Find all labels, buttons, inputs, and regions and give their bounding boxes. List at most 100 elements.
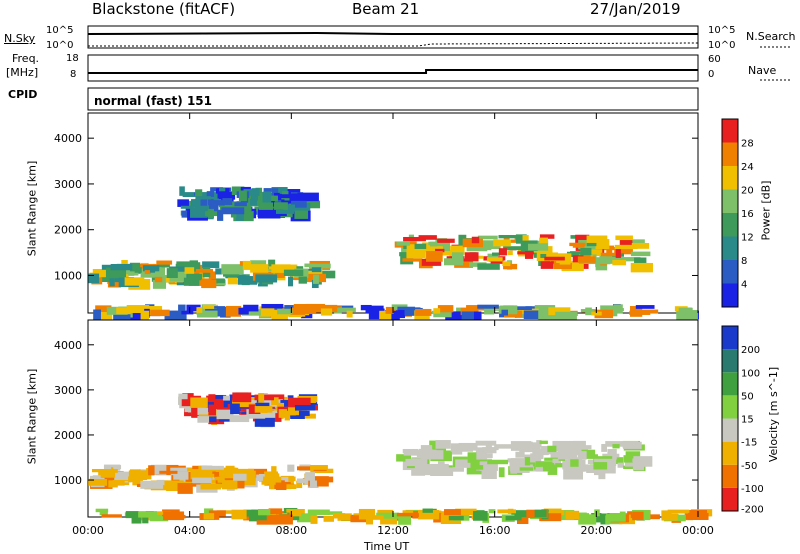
data-cell [261,303,284,309]
colorbar-tick-label: 20 [741,186,754,197]
colorbar-tick-label: -50 [741,461,757,472]
data-cell [580,259,589,269]
data-cell [153,263,170,268]
data-cell [214,306,226,310]
x-tick-label: 00:00 [72,524,104,537]
x-axis-label: Time UT [364,540,410,553]
data-cell [197,416,210,423]
nsky-tick-top: 10^5 [46,25,74,36]
data-cell [222,198,233,205]
data-cell [200,197,208,206]
data-cell [177,483,193,494]
data-cell [580,449,596,458]
data-cell [274,268,285,278]
data-cell [501,306,509,316]
data-cell [223,410,230,414]
data-cell [548,307,571,316]
data-cell [182,393,194,398]
data-cell [223,272,240,277]
data-cell [267,480,285,485]
data-cell [502,261,511,267]
colorbar-cell [722,283,738,307]
data-cell [504,239,524,243]
data-cell [661,513,678,521]
data-cell [484,307,495,315]
data-cell [179,186,185,196]
data-cell [539,237,548,244]
data-cell [254,416,275,427]
data-cell [623,465,638,470]
data-cell [536,440,542,448]
data-cell [275,209,294,214]
data-cell [142,516,149,524]
data-cell [396,512,414,517]
data-cell [607,449,617,460]
data-cell [166,480,184,492]
data-cell [294,208,309,219]
colorbar-tick-label: 24 [741,162,754,173]
data-cell [413,513,419,518]
data-cell [415,308,432,316]
data-cell [182,192,197,198]
data-cell [202,261,220,269]
nave-label: Nave [748,64,777,77]
data-cell [305,472,315,481]
data-cell [287,276,294,287]
data-cell [262,476,282,483]
data-cell [108,480,118,488]
data-cell [578,514,597,525]
data-cell [169,271,187,282]
data-cell [313,274,320,284]
data-cell [220,306,231,318]
data-cell [210,200,225,206]
freq-tick-bottom: 8 [70,69,77,80]
data-cell [201,279,217,289]
data-cell [271,466,277,477]
nsearch-tick-bottom: 10^0 [708,40,736,51]
data-cell [271,264,291,273]
data-cell [559,254,571,265]
data-cell [473,510,488,521]
data-cell [539,234,555,239]
data-cell [629,310,651,315]
data-cell [307,509,330,515]
data-cell [101,514,122,518]
data-cell [532,449,549,456]
nave-tick-bottom: 0 [708,69,715,80]
data-cell [403,236,426,242]
data-cell [118,265,135,276]
colorbar-frame [721,118,739,308]
data-cell [170,467,188,472]
data-cell [275,482,287,491]
data-cell [544,256,565,261]
data-cell [284,305,294,310]
data-cell [440,240,451,251]
data-cell [250,194,258,201]
colorbar-cell [722,213,738,237]
data-cell [129,262,141,272]
data-cell [213,394,227,399]
data-cell [221,207,245,215]
nsky-label: N.Sky [4,32,36,45]
nsky-trace [87,31,698,35]
data-cell [184,267,195,274]
data-cell [208,271,216,282]
data-cell [580,247,592,256]
data-cell [287,395,294,400]
data-cell [280,400,290,409]
data-cell [515,451,525,458]
data-cell [579,513,590,517]
freq-label: Freq. [12,52,40,65]
colorbar-tick-label: -15 [741,438,757,449]
data-cell [606,249,613,257]
data-cell [552,458,559,463]
data-cell [461,311,482,322]
data-cell [296,480,303,489]
data-cell [454,260,474,268]
data-cell [490,259,504,264]
y-tick-label: 1000 [54,269,82,282]
data-cell [598,468,606,480]
data-cell [595,263,608,271]
data-cell [196,310,218,318]
